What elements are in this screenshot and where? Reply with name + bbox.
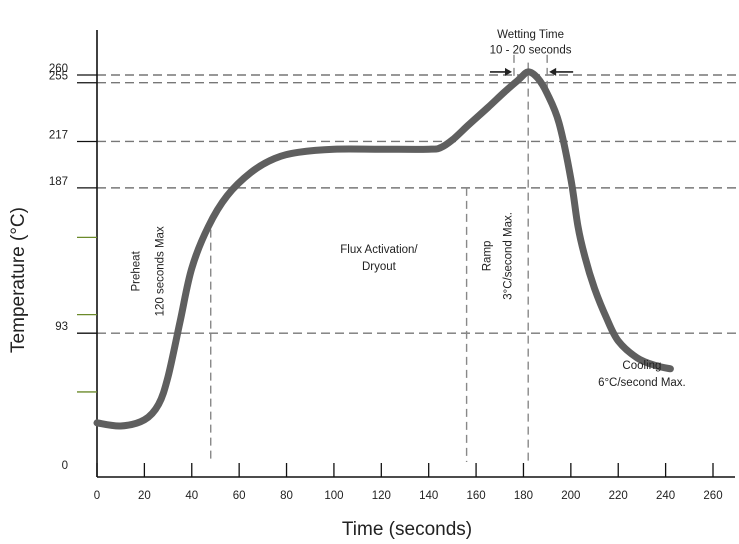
- x-tick-label-60: 60: [233, 490, 246, 502]
- annotation-preheat: Preheat: [131, 250, 143, 291]
- x-tick-label-100: 100: [324, 490, 343, 502]
- y-tick-label-260: 260: [49, 63, 68, 75]
- annotations: Preheat 120 seconds Max Flux Activation/Dr…: [131, 29, 686, 389]
- x-tick-label-40: 40: [185, 490, 198, 502]
- x-tick-label-80: 80: [280, 490, 293, 502]
- y-tick-label-255: 255: [49, 71, 68, 83]
- x-tick-label-160: 160: [466, 490, 485, 502]
- x-axis-label: Time (seconds): [342, 519, 472, 540]
- x-tick-label-220: 220: [609, 490, 628, 502]
- annotation-flux-1: Flux Activation/: [340, 244, 418, 256]
- arrow-left-icon: [549, 67, 557, 76]
- x-tick-label-240: 240: [656, 490, 675, 502]
- annotation-wetting-time: Wetting Time: [497, 29, 564, 41]
- temperature-curve: [93, 68, 674, 430]
- axes: [96, 30, 735, 478]
- x-tick-label-120: 120: [372, 490, 391, 502]
- y-axis-label: Temperature (°C): [8, 207, 29, 353]
- annotation-flux-2: Dryout: [362, 261, 397, 273]
- y-tick-label-217: 217: [49, 129, 68, 141]
- y-tick-label-187: 187: [49, 176, 68, 188]
- annotation-ramp-max: 3°C/second Max.: [503, 212, 515, 300]
- annotation-preheat-max: 120 seconds Max: [154, 226, 166, 316]
- wetting-time-marker: [489, 67, 574, 76]
- annotation-ramp: Ramp: [481, 241, 493, 272]
- y-tick-label-0: 0: [62, 460, 68, 472]
- x-tick-label-0: 0: [94, 490, 100, 502]
- x-tick-label-260: 260: [703, 490, 722, 502]
- annotation-wetting-range: 10 - 20 seconds: [490, 44, 572, 56]
- arrow-right-icon: [504, 67, 512, 76]
- axis-ticks: 0 20 40 60 80 100 120 140 160 180 200 220 240 260 0 93 1…: [49, 63, 723, 502]
- x-tick-label-180: 180: [514, 490, 533, 502]
- annotation-cooling: Cooling: [622, 360, 661, 372]
- x-tick-label-140: 140: [419, 490, 438, 502]
- temperature-profile-line: [93, 68, 674, 430]
- y-tick-label-93: 93: [55, 321, 68, 333]
- annotation-cooling-max: 6°C/second Max.: [598, 377, 686, 389]
- x-tick-label-20: 20: [138, 490, 151, 502]
- x-tick-label-200: 200: [561, 490, 580, 502]
